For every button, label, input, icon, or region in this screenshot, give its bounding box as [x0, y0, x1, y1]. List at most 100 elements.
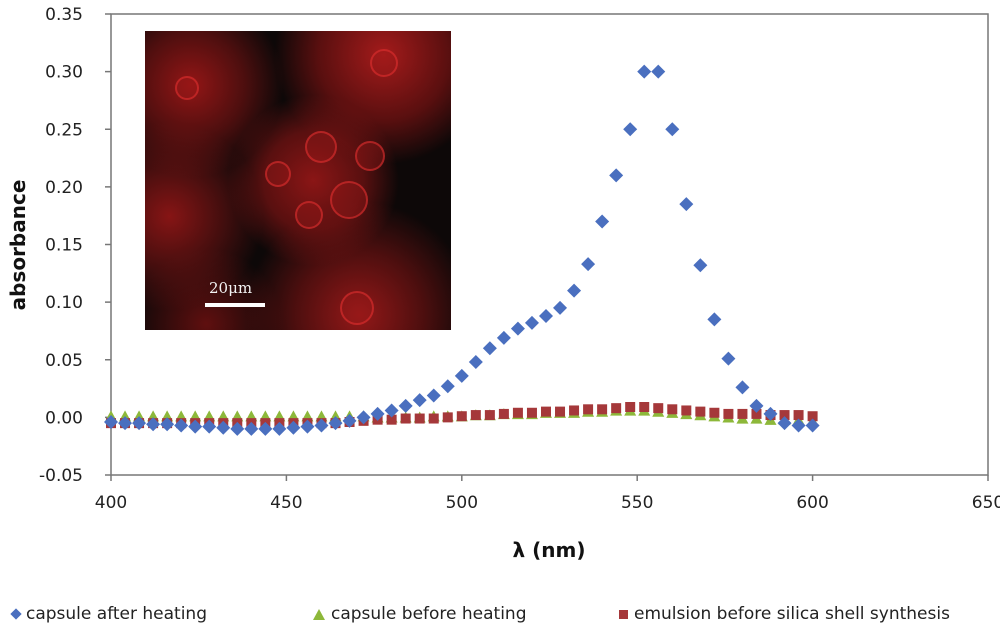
legend-item-capsule-after-heating: capsule after heating [10, 604, 207, 624]
data-point-diamond [118, 416, 133, 431]
data-point-diamond [538, 308, 553, 323]
data-point-square [779, 410, 790, 421]
data-point-diamond [567, 283, 582, 298]
x-tick-label: 500 [446, 493, 478, 513]
data-point-square [737, 408, 748, 419]
data-point-diamond [693, 258, 708, 273]
y-axis-ticks: -0.05 0.00 0.05 0.10 0.15 0.20 0.25 0.30 0.35 [39, 5, 111, 486]
micrograph-cell [370, 49, 398, 77]
triangle-marker-icon [313, 608, 325, 620]
data-point-diamond [665, 122, 680, 137]
micrograph-cell [355, 141, 385, 171]
data-point-square [428, 413, 439, 424]
square-marker-icon [619, 609, 628, 619]
data-point-square [639, 402, 650, 413]
data-point-diamond [426, 388, 441, 403]
data-point-square [583, 404, 594, 415]
data-point-diamond [721, 351, 736, 366]
scale-bar [205, 303, 265, 307]
data-point-diamond [735, 380, 750, 395]
data-point-diamond [230, 421, 245, 436]
data-point-square [414, 413, 425, 424]
micrograph-cell [175, 76, 199, 100]
data-point-square [723, 408, 734, 419]
data-point-square [526, 407, 537, 418]
data-point-diamond [146, 417, 161, 432]
data-point-diamond [482, 341, 497, 356]
micrograph-cell [330, 181, 368, 219]
data-point-diamond [188, 419, 203, 434]
scale-bar-label: 20μm [209, 279, 253, 297]
data-point-diamond [454, 368, 469, 383]
data-point-square [569, 405, 580, 416]
y-tick-label: 0.25 [45, 120, 83, 140]
data-point-square [512, 407, 523, 418]
x-tick-label: 400 [95, 493, 127, 513]
series-layer [104, 64, 820, 436]
data-point-diamond [314, 418, 329, 433]
data-point-square [498, 408, 509, 419]
data-point-diamond [510, 321, 525, 336]
data-point-diamond [412, 393, 427, 408]
data-point-diamond [749, 398, 764, 413]
x-axis-title: λ (nm) [513, 538, 586, 562]
y-tick-label: 0.35 [45, 5, 83, 25]
y-tick-label: 0.10 [45, 293, 83, 313]
data-point-diamond [637, 64, 652, 79]
data-point-square [751, 408, 762, 419]
data-point-square [540, 406, 551, 417]
x-tick-label: 450 [270, 493, 302, 513]
data-point-square [807, 411, 818, 422]
data-point-square [442, 412, 453, 423]
data-point-diamond [679, 197, 694, 212]
micrograph-cell [305, 131, 337, 163]
x-axis-ticks: 400 450 500 550 600 650 [95, 475, 1000, 513]
data-point-square [456, 411, 467, 422]
data-point-diamond [468, 355, 483, 370]
diamond-marker-icon [10, 608, 22, 620]
data-point-diamond [651, 64, 666, 79]
data-point-diamond [202, 419, 217, 434]
data-point-diamond [216, 420, 231, 435]
data-point-diamond [356, 410, 371, 425]
data-point-diamond [286, 420, 301, 435]
data-point-square [709, 407, 720, 418]
legend-item-capsule-before-heating: capsule before heating [313, 604, 527, 624]
y-tick-label: -0.05 [39, 466, 83, 486]
data-point-diamond [132, 416, 147, 431]
data-point-diamond [707, 312, 722, 327]
data-point-square [597, 404, 608, 415]
data-point-diamond [609, 168, 624, 183]
x-tick-label: 600 [796, 493, 828, 513]
data-point-diamond [160, 417, 175, 432]
x-tick-label: 650 [972, 493, 1000, 513]
micrograph-cell [265, 161, 291, 187]
legend-label: capsule after heating [26, 604, 207, 624]
data-point-diamond [595, 214, 610, 229]
data-point-square [653, 403, 664, 414]
data-point-diamond [791, 418, 806, 433]
legend-label: emulsion before silica shell synthesis [634, 604, 950, 624]
legend-item-emulsion-before-silica: emulsion before silica shell synthesis [619, 604, 950, 624]
y-tick-label: 0.05 [45, 351, 83, 371]
plot-area-frame [110, 13, 989, 476]
x-tick-label: 550 [621, 493, 653, 513]
data-point-diamond [328, 416, 343, 431]
data-point-diamond [398, 398, 413, 413]
data-point-diamond [553, 300, 568, 315]
data-point-square [484, 410, 495, 421]
y-tick-label: 0.30 [45, 63, 83, 83]
data-point-square [400, 413, 411, 424]
micrograph-cell [295, 201, 323, 229]
y-tick-label: 0.00 [45, 408, 83, 428]
data-point-square [386, 414, 397, 425]
data-point-diamond [623, 122, 638, 137]
data-point-diamond [763, 406, 778, 421]
inset-micrograph: 20μm [145, 31, 451, 330]
data-point-square [793, 410, 804, 421]
data-point-diamond [370, 406, 385, 421]
data-point-diamond [272, 421, 287, 436]
legend: capsule after heating capsule before hea… [0, 600, 1000, 630]
data-point-diamond [258, 421, 273, 436]
